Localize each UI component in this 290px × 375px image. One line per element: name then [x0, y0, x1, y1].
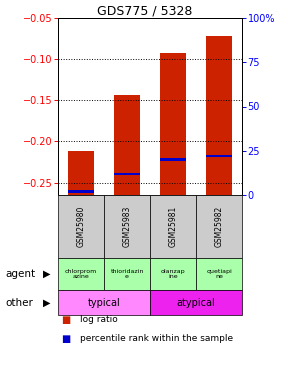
Bar: [150, 195, 196, 258]
Bar: [160, 53, 186, 195]
Text: typical: typical: [88, 297, 120, 307]
Bar: [114, 172, 140, 175]
Text: log ratio: log ratio: [80, 315, 117, 324]
Bar: [114, 94, 140, 195]
Bar: [150, 258, 196, 290]
Bar: [196, 258, 242, 290]
Bar: [196, 195, 242, 258]
Text: chlorprom
azine: chlorprom azine: [65, 269, 97, 279]
Bar: [160, 158, 186, 161]
Text: ■: ■: [61, 315, 70, 325]
Text: olanzap
ine: olanzap ine: [161, 269, 185, 279]
Text: ■: ■: [61, 334, 70, 344]
Text: agent: agent: [6, 269, 36, 279]
Text: GSM25982: GSM25982: [215, 206, 224, 247]
Text: GSM25980: GSM25980: [77, 206, 86, 247]
Text: GDS775 / 5328: GDS775 / 5328: [97, 5, 193, 18]
Bar: [104, 258, 150, 290]
Text: GSM25983: GSM25983: [122, 206, 131, 247]
Text: ▶: ▶: [43, 269, 50, 279]
Text: GSM25981: GSM25981: [168, 206, 177, 247]
Bar: [68, 190, 94, 193]
Text: percentile rank within the sample: percentile rank within the sample: [80, 334, 233, 343]
Text: thioridazin
e: thioridazin e: [110, 269, 144, 279]
Text: quetiapi
ne: quetiapi ne: [206, 269, 232, 279]
Bar: [58, 195, 104, 258]
Bar: [150, 290, 242, 315]
Text: other: other: [6, 297, 34, 307]
Bar: [104, 195, 150, 258]
Bar: [206, 36, 232, 195]
Bar: [206, 155, 232, 157]
Text: atypical: atypical: [177, 297, 215, 307]
Bar: [58, 290, 150, 315]
Bar: [58, 258, 104, 290]
Text: ▶: ▶: [43, 297, 50, 307]
Bar: [68, 152, 94, 195]
